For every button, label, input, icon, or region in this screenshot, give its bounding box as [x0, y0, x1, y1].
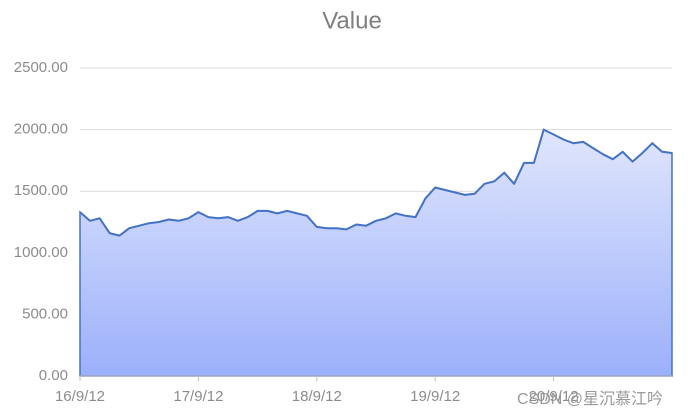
x-tick-label: 17/9/12: [173, 388, 223, 405]
x-tick-label: 16/9/12: [55, 388, 105, 405]
x-tick-label: 20/9/12: [529, 388, 579, 405]
chart-title: Value: [322, 7, 382, 34]
y-tick-label: 1500.00: [14, 182, 68, 199]
watermark: CSDN @星沉慕江吟: [517, 390, 663, 408]
y-tick-label: 2500.00: [14, 59, 68, 76]
y-tick-label: 1000.00: [14, 244, 68, 261]
x-tick-label: 19/9/12: [410, 388, 460, 405]
area-line: [79, 128, 673, 237]
y-tick-label: 2000.00: [14, 121, 68, 138]
y-tick-label: 500.00: [22, 305, 68, 322]
area-fill: [79, 128, 673, 377]
x-tick-label: 18/9/12: [292, 388, 342, 405]
y-tick-label: 0.00: [39, 367, 68, 384]
